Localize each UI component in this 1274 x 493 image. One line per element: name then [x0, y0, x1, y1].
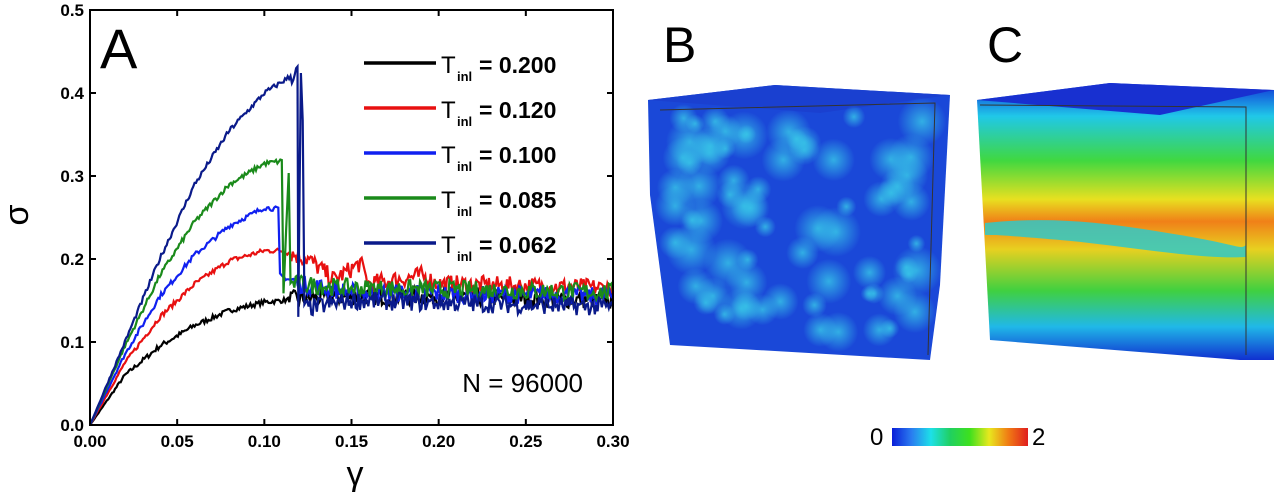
- legend-label-value: = 0.100: [479, 142, 556, 168]
- panel-label-b: B: [663, 17, 697, 73]
- cube-b-render: [648, 85, 950, 360]
- mobility-spot: [761, 283, 799, 320]
- mobility-spot: [665, 224, 717, 275]
- mobility-spot: [654, 185, 696, 227]
- panel-label-c: C: [987, 17, 1024, 73]
- mobility-spot: [880, 318, 900, 339]
- legend-label-main: T: [441, 187, 456, 214]
- y-tick-label: 0.4: [60, 84, 84, 103]
- y-tick-label: 0.1: [60, 333, 84, 352]
- legend-label-sub: inl: [457, 204, 472, 219]
- mobility-spot: [708, 114, 743, 149]
- x-tick-label: 0.20: [422, 432, 455, 451]
- mobility-spot: [863, 283, 885, 304]
- mobility-spot: [869, 137, 913, 182]
- legend-label-value: = 0.085: [479, 187, 557, 213]
- stress-strain-chart: 0.00 0.05 0.10 0.15 0.20 0.25 0.30 0.0 0.1 0.2 0.3…: [0, 1, 630, 493]
- legend-label-sub: inl: [457, 114, 472, 129]
- mobility-spot: [897, 97, 947, 146]
- legend-label-sub: inl: [457, 249, 472, 264]
- series-line-1: [89, 247, 614, 426]
- legend-label-main: T: [441, 232, 456, 259]
- particle-count-annotation: N = 96000: [462, 368, 583, 398]
- x-tick-label: 0.30: [596, 432, 629, 451]
- simulation-renders: [648, 83, 1274, 360]
- y-tick-label: 0.5: [60, 1, 84, 20]
- x-tick-label: 0.25: [509, 432, 542, 451]
- mobility-spot: [836, 196, 857, 217]
- mobility-spot: [794, 204, 842, 253]
- mobility-spot: [812, 138, 855, 182]
- legend-label-sub: inl: [457, 159, 472, 174]
- legend-label-value: = 0.062: [479, 232, 556, 258]
- series-line-3: [88, 157, 615, 426]
- mobility-spot: [907, 234, 926, 253]
- legend-label-main: T: [441, 52, 456, 79]
- y-tick-label: 0.2: [60, 250, 84, 269]
- x-tick-label: 0.15: [335, 432, 368, 451]
- mobility-spot: [737, 124, 757, 144]
- series-line-4: [88, 63, 615, 426]
- x-axis-label: γ: [347, 455, 364, 493]
- mobility-spot: [802, 292, 827, 318]
- y-axis-label: σ: [0, 204, 36, 225]
- legend-label-sub: inl: [457, 69, 472, 84]
- mobility-spot: [736, 248, 759, 271]
- colorbar-max-label: 2: [1032, 424, 1046, 451]
- mobility-spot: [852, 255, 887, 290]
- colorbar-min-label: 0: [870, 424, 884, 451]
- mobility-spot: [894, 255, 919, 280]
- mobility-spot: [863, 181, 900, 217]
- legend-label-main: T: [441, 142, 456, 169]
- mobility-spot: [806, 258, 852, 304]
- mobility-spot: [818, 311, 859, 352]
- legend-label-value: = 0.200: [479, 52, 556, 78]
- x-tick-label: 0.10: [248, 432, 281, 451]
- x-tick-label: 0.05: [161, 432, 194, 451]
- legend-label-main: T: [441, 97, 456, 124]
- legend-label-value: = 0.120: [479, 97, 556, 123]
- mobility-spot: [891, 182, 931, 221]
- cube-c-render: [977, 83, 1274, 360]
- y-tick-label: 0.3: [60, 167, 84, 186]
- y-tick-label: 0.0: [60, 416, 84, 435]
- mobility-spot: [716, 181, 744, 209]
- mobility-spot: [785, 128, 808, 150]
- mobility-spot: [842, 105, 866, 129]
- panel-label-a: A: [100, 17, 138, 80]
- colorbar: [892, 428, 1028, 446]
- mobility-spot: [685, 114, 705, 134]
- series-line-2: [89, 205, 614, 426]
- mobility-spot: [694, 277, 732, 315]
- x-tick-label: 0.00: [73, 432, 106, 451]
- mobility-spot: [714, 138, 736, 160]
- mobility-spot: [877, 276, 918, 316]
